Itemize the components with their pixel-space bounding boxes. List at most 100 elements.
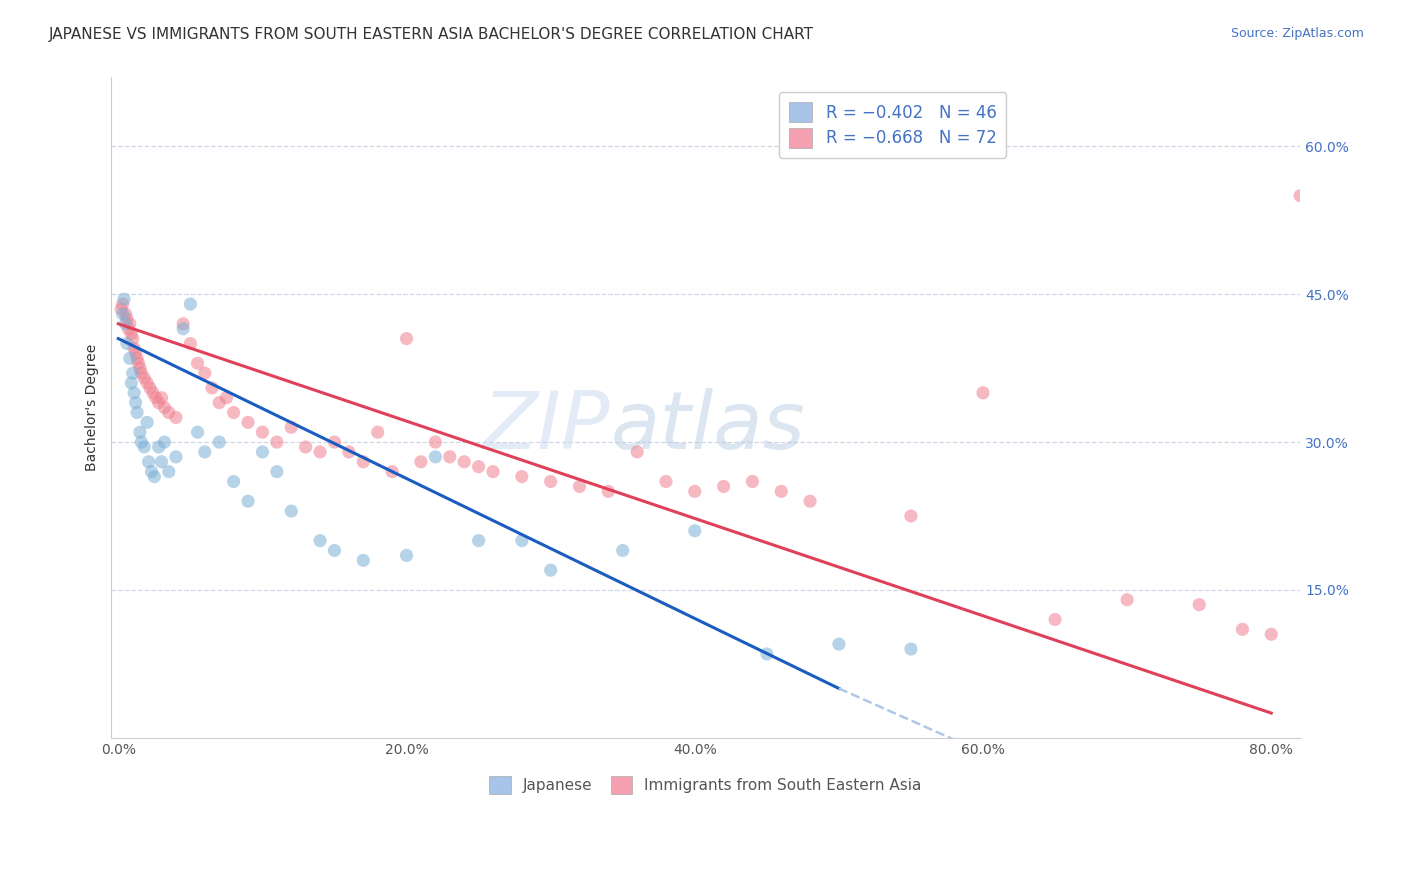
Point [134, 371, 156, 385]
Point [145, 391, 167, 405]
Point [142, 385, 165, 400]
Point [114, 317, 136, 331]
Point [187, 425, 209, 440]
Point [139, 381, 162, 395]
Point [153, 435, 176, 450]
Point [134, 440, 156, 454]
Point [148, 395, 170, 409]
Point [129, 361, 152, 376]
Point [127, 356, 149, 370]
Point [122, 342, 145, 356]
Point [323, 543, 346, 558]
Point [208, 435, 231, 450]
Point [120, 326, 142, 341]
Point [148, 440, 170, 454]
Point [114, 307, 136, 321]
Point [453, 455, 475, 469]
Point [118, 317, 141, 331]
Point [972, 385, 994, 400]
Point [799, 494, 821, 508]
Point [129, 425, 152, 440]
Point [568, 479, 591, 493]
Point [136, 376, 159, 390]
Point [172, 317, 194, 331]
Point [510, 533, 533, 548]
Point [194, 366, 217, 380]
Point [157, 405, 180, 419]
Point [439, 450, 461, 464]
Point [482, 465, 505, 479]
Point [111, 297, 134, 311]
Point [367, 425, 389, 440]
Point [252, 425, 274, 440]
Point [236, 494, 259, 508]
Point [1331, 642, 1354, 657]
Point [683, 484, 706, 499]
Point [187, 356, 209, 370]
Point [118, 351, 141, 366]
Point [755, 647, 778, 661]
Text: ZIP: ZIP [484, 388, 610, 467]
Point [381, 465, 404, 479]
Point [1116, 592, 1139, 607]
Point [252, 445, 274, 459]
Point [1405, 652, 1406, 666]
Point [122, 385, 145, 400]
Point [179, 297, 201, 311]
Point [467, 459, 489, 474]
Point [713, 479, 735, 493]
Point [201, 381, 224, 395]
Point [294, 440, 316, 454]
Point [222, 405, 245, 419]
Point [115, 336, 138, 351]
Point [510, 469, 533, 483]
Point [828, 637, 851, 651]
Point [172, 322, 194, 336]
Text: Source: ZipAtlas.com: Source: ZipAtlas.com [1230, 27, 1364, 40]
Point [1361, 647, 1384, 661]
Point [138, 455, 160, 469]
Point [540, 475, 562, 489]
Point [111, 307, 134, 321]
Point [121, 332, 143, 346]
Text: atlas: atlas [610, 388, 806, 467]
Point [215, 391, 238, 405]
Point [131, 435, 153, 450]
Point [683, 524, 706, 538]
Point [1260, 627, 1282, 641]
Point [626, 445, 648, 459]
Point [409, 455, 432, 469]
Point [540, 563, 562, 577]
Point [337, 445, 360, 459]
Point [309, 445, 332, 459]
Point [425, 435, 447, 450]
Text: JAPANESE VS IMMIGRANTS FROM SOUTH EASTERN ASIA BACHELOR'S DEGREE CORRELATION CHA: JAPANESE VS IMMIGRANTS FROM SOUTH EASTER… [49, 27, 814, 42]
Point [395, 332, 418, 346]
Point [125, 351, 148, 366]
Point [117, 322, 139, 336]
Point [125, 405, 148, 419]
Point [467, 533, 489, 548]
Point [124, 346, 146, 360]
Point [280, 504, 302, 518]
Point [165, 410, 187, 425]
Point [1188, 598, 1211, 612]
Point [741, 475, 763, 489]
Point [352, 455, 374, 469]
Point [1043, 612, 1066, 626]
Point [121, 366, 143, 380]
Point [266, 465, 288, 479]
Point [112, 292, 135, 306]
Point [179, 336, 201, 351]
Point [972, 120, 994, 134]
Y-axis label: Bachelor's Degree: Bachelor's Degree [86, 344, 100, 471]
Point [425, 450, 447, 464]
Point [900, 508, 922, 523]
Point [208, 395, 231, 409]
Point [136, 416, 159, 430]
Point [1289, 188, 1312, 202]
Point [165, 450, 187, 464]
Legend: Japanese, Immigrants from South Eastern Asia: Japanese, Immigrants from South Eastern … [481, 767, 931, 803]
Point [150, 455, 173, 469]
Point [110, 301, 132, 316]
